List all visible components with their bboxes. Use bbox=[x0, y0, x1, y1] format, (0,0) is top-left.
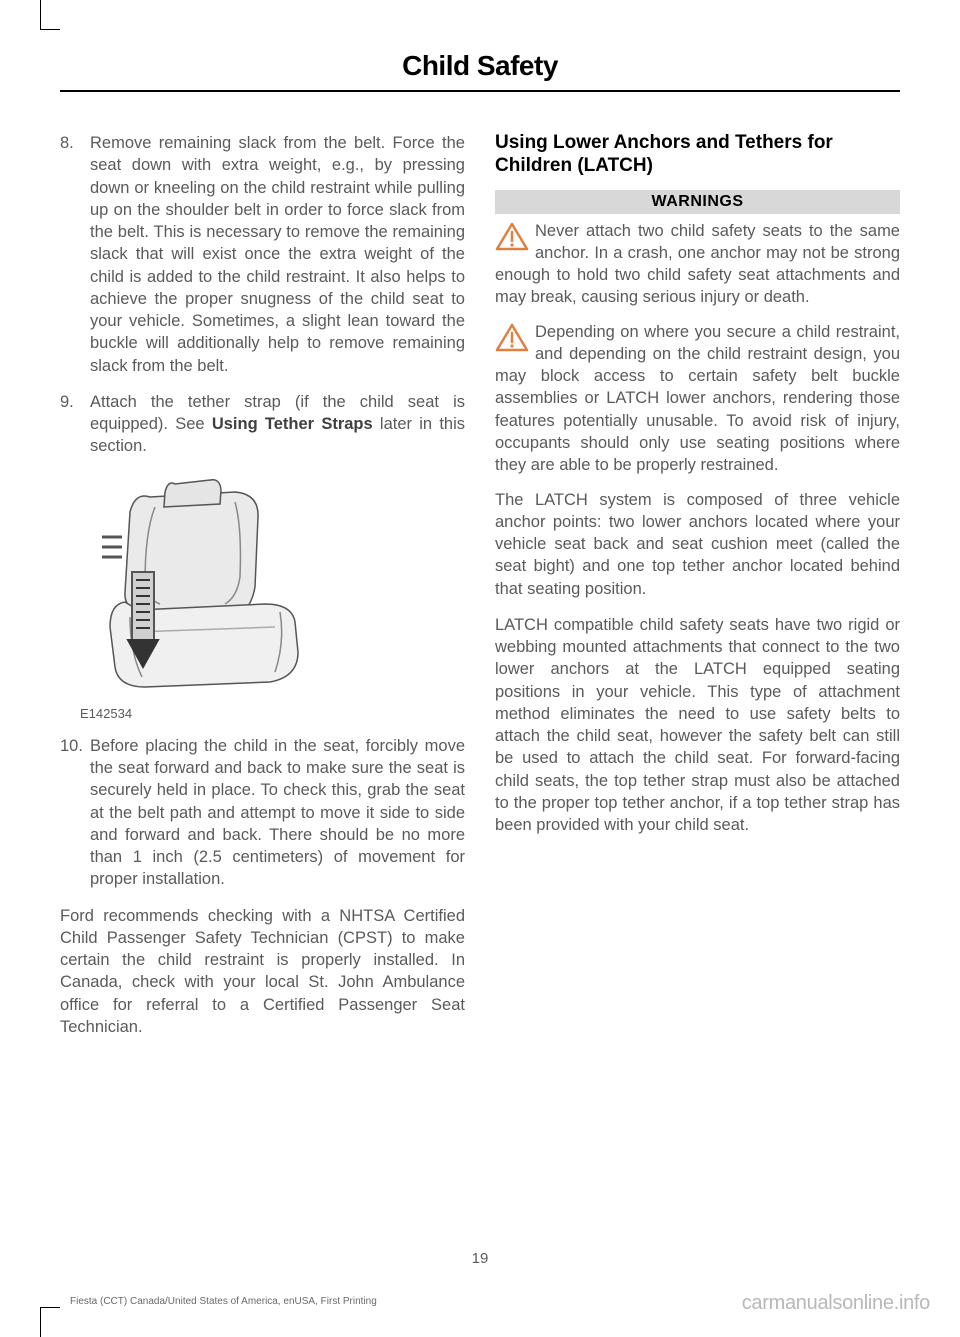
warnings-label: WARNINGS bbox=[495, 190, 900, 214]
latch-para-2: LATCH compatible child safety seats have… bbox=[495, 614, 900, 837]
page-title: Child Safety bbox=[60, 50, 900, 82]
footer-watermark: carmanualsonline.info bbox=[742, 1292, 930, 1315]
warning-icon bbox=[495, 323, 529, 353]
right-column: Using Lower Anchors and Tethers for Chil… bbox=[495, 132, 900, 1052]
warning-1: Never attach two child safety seats to t… bbox=[495, 220, 900, 309]
list-item-9: 9. Attach the tether strap (if the child… bbox=[60, 391, 465, 458]
list-number: 10. bbox=[60, 735, 90, 891]
seat-figure: E142534 bbox=[60, 472, 465, 721]
left-column: 8. Remove remaining slack from the belt.… bbox=[60, 132, 465, 1052]
page-header: Child Safety bbox=[60, 50, 900, 92]
list-text: Before placing the child in the seat, fo… bbox=[90, 735, 465, 891]
list-text: Attach the tether strap (if the child se… bbox=[90, 391, 465, 458]
warning-2: Depending on where you secure a child re… bbox=[495, 321, 900, 477]
figure-label: E142534 bbox=[80, 706, 465, 721]
list-text: Remove remaining slack from the belt. Fo… bbox=[90, 132, 465, 377]
latch-para-1: The LATCH system is composed of three ve… bbox=[495, 489, 900, 600]
list-number: 9. bbox=[60, 391, 90, 458]
footer-left: Fiesta (CCT) Canada/United States of Ame… bbox=[70, 1296, 377, 1307]
two-column-layout: 8. Remove remaining slack from the belt.… bbox=[60, 132, 900, 1052]
warning-icon bbox=[495, 222, 529, 252]
warning-text: Never attach two child safety seats to t… bbox=[495, 222, 900, 307]
seat-illustration bbox=[60, 472, 340, 702]
closing-paragraph: Ford recommends checking with a NHTSA Ce… bbox=[60, 905, 465, 1039]
warning-text: Depending on where you secure a child re… bbox=[495, 323, 900, 475]
section-heading: Using Lower Anchors and Tethers for Chil… bbox=[495, 132, 900, 178]
page-container: Child Safety 8. Remove remaining slack f… bbox=[0, 0, 960, 1337]
page-number: 19 bbox=[0, 1250, 960, 1267]
list-item-10: 10. Before placing the child in the seat… bbox=[60, 735, 465, 891]
text-bold: Using Tether Straps bbox=[212, 415, 373, 433]
list-number: 8. bbox=[60, 132, 90, 377]
list-item-8: 8. Remove remaining slack from the belt.… bbox=[60, 132, 465, 377]
